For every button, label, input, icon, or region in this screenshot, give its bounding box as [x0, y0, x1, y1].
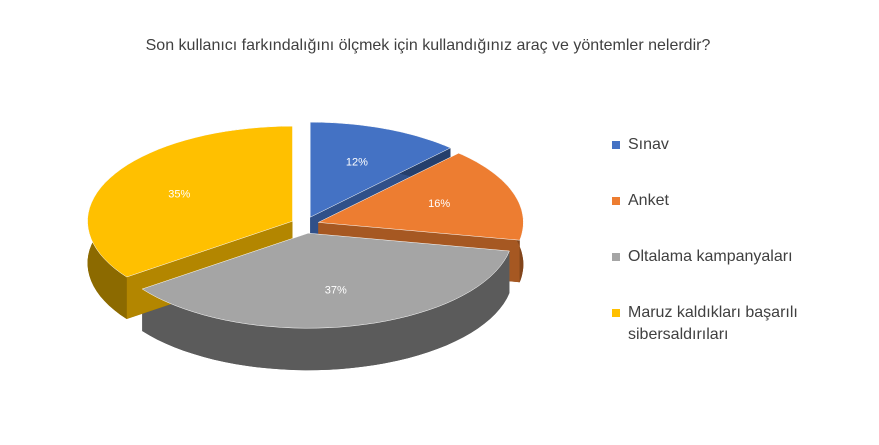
data-label: 12%: [346, 156, 368, 168]
legend-label: Oltalama kampanyaları: [628, 248, 793, 265]
legend-label: Anket: [628, 192, 669, 209]
chart-title: Son kullanıcı farkındalığını ölçmek için…: [146, 37, 711, 54]
legend-swatch: [612, 197, 620, 205]
data-label: 37%: [325, 285, 347, 297]
legend: Sınav Anket Oltalama kampanyaları Maruz kal…: [612, 134, 812, 380]
slice-side: [142, 251, 510, 371]
legend-item: Anket: [612, 190, 812, 212]
slice: [141, 232, 510, 329]
legend-item: Maruz kaldıkları başarılı sibersaldırıla…: [612, 302, 812, 346]
data-label: 16%: [428, 198, 450, 210]
slice: [87, 125, 293, 278]
legend-label: Maruz kaldıkları başarılı sibersaldırıla…: [628, 304, 798, 343]
legend-swatch: [612, 141, 620, 149]
legend-item: Sınav: [612, 134, 812, 156]
legend-label: Sınav: [628, 136, 669, 153]
data-label: 35%: [168, 188, 190, 200]
legend-item: Oltalama kampanyaları: [612, 246, 812, 268]
legend-swatch: [612, 253, 620, 261]
legend-swatch: [612, 309, 620, 317]
slice: [317, 152, 524, 241]
slice: [309, 121, 452, 218]
